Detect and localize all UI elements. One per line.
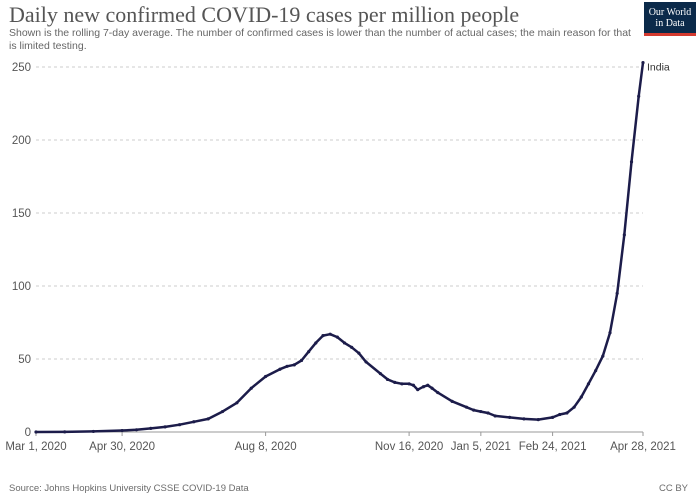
data-point[interactable] <box>608 331 612 335</box>
data-point[interactable] <box>486 411 490 415</box>
data-point[interactable] <box>328 332 332 336</box>
x-tick-label: Mar 1, 2020 <box>5 441 66 453</box>
data-point[interactable] <box>579 395 583 399</box>
data-point[interactable] <box>378 372 382 376</box>
y-axis-ticks: 0 50 100 150 200 250 <box>12 62 31 439</box>
source-note[interactable]: Source: Johns Hopkins University CSSE CO… <box>9 483 249 494</box>
data-point[interactable] <box>350 345 354 349</box>
x-tick-label: Nov 16, 2020 <box>375 441 443 453</box>
data-point[interactable] <box>565 411 569 415</box>
data-point[interactable] <box>594 369 598 373</box>
data-point[interactable] <box>407 382 411 386</box>
owid-logo[interactable]: Our World in Data <box>644 2 696 36</box>
x-tick-label: Aug 8, 2020 <box>235 441 297 453</box>
data-point[interactable] <box>235 401 239 405</box>
chart-title: Daily new confirmed COVID-19 cases per m… <box>9 2 520 27</box>
series-layer <box>34 61 645 434</box>
data-point[interactable] <box>342 341 347 345</box>
data-point[interactable] <box>263 374 268 379</box>
data-point[interactable] <box>436 390 440 395</box>
data-point[interactable] <box>507 415 512 419</box>
grid-layer <box>36 66 643 433</box>
data-point[interactable] <box>285 364 289 368</box>
data-point[interactable] <box>393 380 397 384</box>
chart-subtitle: Shown is the rolling 7-day average. The … <box>9 27 631 52</box>
x-tick-label: Feb 24, 2021 <box>519 441 587 453</box>
y-tick-label: 150 <box>12 208 31 220</box>
data-point[interactable] <box>558 412 562 417</box>
x-axis-ticks: Mar 1, 2020 Apr 30, 2020 Aug 8, 2020 Nov 16… <box>5 432 676 453</box>
data-point[interactable] <box>34 430 38 434</box>
data-point[interactable] <box>192 420 196 424</box>
logo-line-1: Our World <box>648 7 692 18</box>
data-point[interactable] <box>472 408 476 412</box>
data-point[interactable] <box>464 405 469 409</box>
data-point[interactable] <box>335 335 339 339</box>
y-tick-label: 100 <box>12 281 31 293</box>
data-point[interactable] <box>249 386 253 390</box>
data-point[interactable] <box>426 383 430 387</box>
data-point[interactable] <box>299 358 304 363</box>
data-point[interactable] <box>416 388 420 392</box>
data-point[interactable] <box>622 233 626 237</box>
x-tick-label: Apr 28, 2021 <box>610 441 676 453</box>
data-point[interactable] <box>385 377 390 382</box>
logo-line-2: in Data <box>655 18 685 29</box>
data-point[interactable] <box>550 415 555 419</box>
data-point[interactable] <box>364 360 368 364</box>
data-point[interactable] <box>586 382 591 386</box>
data-point[interactable] <box>206 417 210 421</box>
data-point[interactable] <box>321 334 325 338</box>
data-point[interactable] <box>637 94 641 98</box>
data-point[interactable] <box>601 354 605 358</box>
data-point[interactable] <box>292 363 296 367</box>
data-point[interactable] <box>615 291 619 295</box>
data-point[interactable] <box>493 414 497 418</box>
x-tick-label: Jan 5, 2021 <box>451 441 511 453</box>
data-point[interactable] <box>536 417 540 422</box>
series-label-layer: India <box>647 62 670 74</box>
data-point[interactable] <box>479 409 483 414</box>
data-point[interactable] <box>629 160 634 164</box>
data-point[interactable] <box>314 341 318 345</box>
data-point[interactable] <box>91 429 95 434</box>
data-point[interactable] <box>163 425 167 429</box>
data-point[interactable] <box>430 386 434 390</box>
license-link[interactable]: CC BY <box>658 483 688 494</box>
data-point[interactable] <box>572 405 576 409</box>
y-tick-label: 0 <box>25 427 31 439</box>
data-point[interactable] <box>400 382 404 386</box>
x-tick-label: Apr 30, 2020 <box>89 441 155 453</box>
series-label: India <box>647 62 670 74</box>
series-line-india[interactable] <box>34 61 645 434</box>
data-point[interactable] <box>134 428 139 432</box>
data-point[interactable] <box>278 367 282 371</box>
data-point[interactable] <box>177 423 182 427</box>
data-point[interactable] <box>120 428 124 433</box>
data-point[interactable] <box>421 385 426 389</box>
data-point[interactable] <box>149 426 153 430</box>
data-point[interactable] <box>641 61 645 65</box>
y-tick-label: 50 <box>18 354 31 366</box>
y-tick-label: 200 <box>12 135 31 147</box>
data-point[interactable] <box>307 350 311 354</box>
data-point[interactable] <box>63 430 67 434</box>
data-point[interactable] <box>450 399 454 403</box>
data-point[interactable] <box>220 409 225 414</box>
data-point[interactable] <box>357 351 361 355</box>
y-tick-label: 250 <box>12 62 31 74</box>
data-point[interactable] <box>411 383 416 387</box>
data-point[interactable] <box>522 417 526 421</box>
